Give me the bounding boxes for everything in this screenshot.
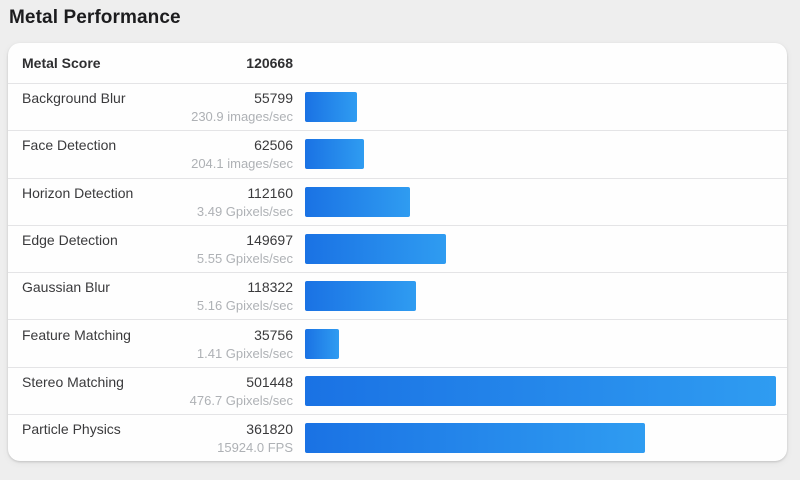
benchmark-row: Background Blur 55799 230.9 images/sec [8, 83, 787, 130]
benchmark-name-spacer [22, 439, 172, 456]
score-bar [305, 328, 776, 359]
score-bar [305, 139, 776, 170]
benchmark-rate: 204.1 images/sec [191, 156, 293, 172]
benchmark-rate: 5.16 Gpixels/sec [196, 298, 293, 314]
benchmark-row: Feature Matching 35756 1.41 Gpixels/sec [8, 319, 787, 366]
page-title: Metal Performance [9, 7, 181, 28]
benchmark-score: 361820 [246, 421, 293, 438]
summary-value: 120668 [246, 54, 293, 71]
benchmark-rate: 476.7 Gpixels/sec [189, 392, 293, 408]
benchmark-name: Edge Detection [22, 232, 118, 249]
summary-label: Metal Score [22, 54, 101, 71]
benchmark-name-spacer [22, 108, 172, 125]
benchmark-name-spacer [22, 203, 172, 220]
benchmark-name: Background Blur [22, 90, 126, 107]
score-bar [305, 186, 776, 217]
benchmark-score: 35756 [254, 326, 293, 343]
benchmark-row: Particle Physics 361820 15924.0 FPS [8, 414, 787, 461]
score-card: Metal Score 120668 Background Blur 55799… [8, 43, 787, 462]
score-bar-fill [305, 328, 339, 359]
benchmark-row: Face Detection 62506 204.1 images/sec [8, 130, 787, 177]
score-bar-fill [305, 139, 364, 170]
benchmark-name: Horizon Detection [22, 184, 134, 201]
benchmark-name: Feature Matching [22, 326, 131, 343]
benchmark-name: Stereo Matching [22, 373, 124, 390]
score-bar-fill [305, 281, 417, 312]
score-bar [305, 375, 776, 406]
benchmark-name-spacer [22, 297, 172, 314]
benchmark-score: 118322 [247, 279, 293, 296]
benchmark-rate: 3.49 Gpixels/sec [196, 203, 293, 219]
benchmark-row: Edge Detection 149697 5.55 Gpixels/sec [8, 224, 787, 272]
score-bar-fill [305, 186, 411, 217]
benchmark-score: 149697 [246, 232, 293, 249]
score-bar-fill [305, 234, 446, 265]
summary-row: Metal Score 120668 [8, 43, 787, 83]
benchmark-row: Stereo Matching 501448 476.7 Gpixels/sec [8, 366, 787, 414]
benchmark-name-spacer [22, 250, 172, 267]
benchmark-rate: 230.9 images/sec [191, 109, 293, 125]
benchmark-score: 62506 [254, 137, 293, 154]
benchmark-name-spacer [22, 392, 172, 409]
benchmark-rate: 15924.0 FPS [217, 440, 293, 456]
score-bar [305, 92, 776, 123]
benchmark-name: Gaussian Blur [22, 279, 110, 296]
benchmark-score: 112160 [247, 184, 293, 201]
benchmark-score: 55799 [254, 90, 293, 107]
benchmark-score: 501448 [246, 373, 293, 390]
benchmark-rate: 5.55 Gpixels/sec [196, 251, 293, 267]
benchmark-name-spacer [22, 155, 172, 172]
score-bar [305, 281, 776, 312]
score-bar [305, 234, 776, 265]
benchmark-name: Face Detection [22, 137, 117, 154]
benchmark-row: Horizon Detection 112160 3.49 Gpixels/se… [8, 177, 787, 225]
score-bar-fill [305, 375, 776, 406]
benchmark-rows: Background Blur 55799 230.9 images/sec F… [8, 83, 787, 461]
benchmark-name: Particle Physics [22, 421, 121, 438]
benchmark-name-spacer [22, 345, 172, 362]
score-bar-fill [305, 423, 645, 454]
score-bar-fill [305, 92, 358, 123]
benchmark-row: Gaussian Blur 118322 5.16 Gpixels/sec [8, 272, 787, 319]
benchmark-rate: 1.41 Gpixels/sec [196, 345, 293, 361]
score-bar [305, 423, 776, 454]
